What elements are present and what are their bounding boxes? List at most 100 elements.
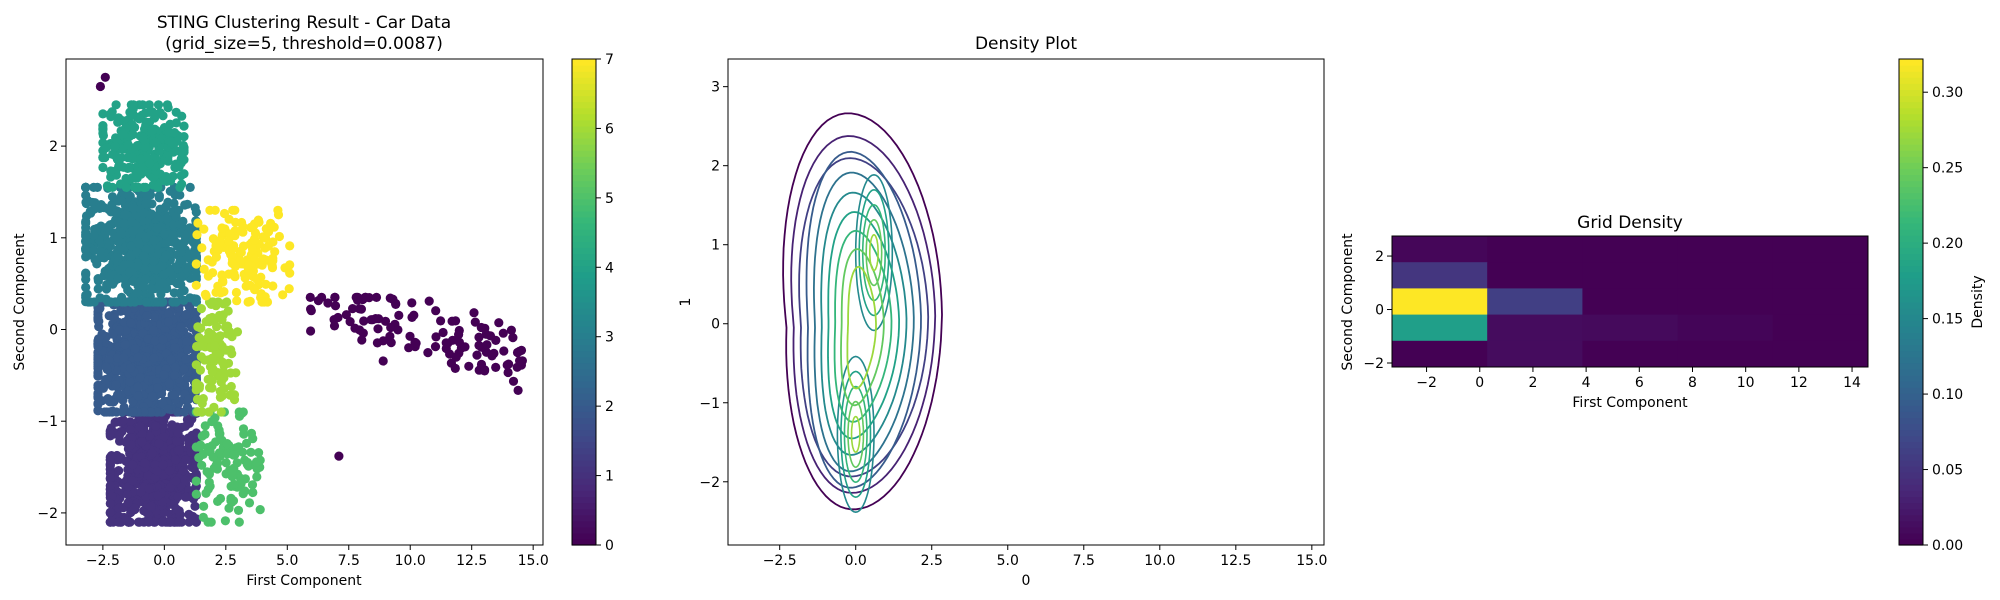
- scatter-point: [89, 230, 99, 240]
- scatter-point: [160, 202, 171, 212]
- scatter-colorbar-gradient-band: [572, 405, 596, 412]
- scatter-point: [197, 460, 207, 470]
- grid-density-cell: [1487, 288, 1583, 316]
- scatter-point: [105, 271, 115, 281]
- grid-density-colorbar-gradient-band: [1899, 368, 1923, 376]
- density-x-tick-label: 7.5: [1073, 553, 1095, 569]
- grid-density-x-tick-label: 0: [1475, 375, 1484, 391]
- scatter-point: [133, 391, 143, 401]
- scatter-point: [123, 140, 133, 150]
- grid-density-colorbar-gradient-band: [1899, 350, 1923, 358]
- scatter-point: [173, 428, 183, 438]
- scatter-colorbar-tick-label: 2: [605, 399, 614, 415]
- scatter-point: [180, 475, 190, 485]
- scatter-point: [169, 128, 180, 138]
- scatter-point: [345, 317, 355, 327]
- scatter-point: [246, 222, 256, 233]
- grid-density-colorbar-gradient-band: [1899, 466, 1923, 473]
- scatter-x-tick-label: 15.0: [518, 553, 549, 569]
- scatter-point: [494, 318, 504, 328]
- scatter-point: [201, 488, 211, 498]
- scatter-point: [125, 377, 135, 387]
- scatter-colorbar-gradient-band: [572, 204, 596, 212]
- scatter-point: [170, 343, 180, 353]
- scatter-colorbar-gradient-band: [572, 277, 596, 285]
- scatter-colorbar-gradient-band: [572, 119, 596, 127]
- scatter-point: [341, 310, 351, 320]
- scatter-point: [357, 335, 367, 345]
- scatter-point: [251, 457, 261, 467]
- scatter-point: [93, 284, 103, 294]
- grid-density-cell: [1582, 288, 1679, 316]
- scatter-point: [378, 336, 388, 346]
- scatter-point: [164, 466, 175, 476]
- grid-density-colorbar-gradient-band: [1899, 223, 1923, 230]
- scatter-point: [470, 317, 480, 327]
- scatter-point: [121, 437, 131, 447]
- scatter-point: [190, 203, 200, 213]
- scatter-point: [191, 360, 201, 370]
- scatter-y-tick-label: 2: [49, 139, 58, 155]
- scatter-point: [150, 421, 161, 431]
- scatter-point: [152, 264, 162, 275]
- grid-density-colorbar-label: Density: [1970, 275, 1986, 328]
- scatter-point: [353, 292, 363, 302]
- scatter-point: [218, 277, 228, 287]
- scatter-point: [116, 161, 127, 171]
- scatter-plot-frame: [65, 58, 544, 546]
- scatter-point: [159, 370, 169, 380]
- scatter-point: [212, 464, 222, 474]
- scatter-point: [515, 356, 525, 366]
- grid-density-colorbar-gradient-band: [1899, 241, 1923, 248]
- scatter-point: [165, 517, 176, 527]
- scatter-point: [232, 296, 242, 306]
- grid-density-cell: [1677, 314, 1774, 342]
- scatter-point: [348, 304, 358, 314]
- scatter-point: [136, 154, 146, 164]
- scatter-point: [120, 297, 130, 307]
- grid-density-colorbar-gradient-band: [1899, 119, 1923, 127]
- scatter-point: [181, 492, 191, 502]
- scatter-point: [498, 328, 508, 338]
- grid-density-colorbar-gradient-band: [1899, 429, 1923, 437]
- grid-density-colorbar-tick-label: 0.10: [1932, 387, 1963, 403]
- scatter-point: [114, 430, 124, 440]
- scatter-point: [133, 382, 143, 392]
- scatter-point: [209, 402, 219, 412]
- scatter-point: [154, 438, 164, 449]
- scatter-point: [216, 407, 226, 417]
- scatter-point: [199, 501, 209, 511]
- grid-density-colorbar-gradient-band: [1899, 89, 1923, 97]
- scatter-point: [227, 497, 237, 507]
- scatter-point: [149, 353, 159, 363]
- scatter-point: [151, 137, 161, 148]
- grid-density-colorbar-tick-label: 0.05: [1932, 463, 1963, 479]
- scatter-point: [147, 391, 157, 402]
- scatter-point: [126, 241, 137, 251]
- scatter-point: [250, 285, 260, 295]
- scatter-point: [105, 452, 115, 462]
- scatter-x-tick-label: 12.5: [456, 553, 487, 569]
- scatter-colorbar-gradient-band: [572, 478, 596, 485]
- scatter-point: [146, 283, 156, 293]
- grid-density-cell: [1772, 262, 1869, 289]
- scatter-point: [133, 352, 143, 362]
- scatter-point: [158, 297, 168, 307]
- scatter-point: [193, 322, 203, 332]
- grid-density-cell: [1392, 288, 1488, 316]
- scatter-point: [210, 205, 220, 215]
- scatter-point: [502, 360, 512, 370]
- scatter-colorbar-gradient-band: [572, 192, 596, 200]
- scatter-point: [255, 505, 265, 515]
- scatter-point: [170, 370, 180, 380]
- scatter-point: [175, 190, 185, 200]
- scatter-colorbar-gradient-band: [572, 198, 596, 206]
- scatter-colorbar-gradient-band: [572, 496, 596, 504]
- scatter-point: [157, 517, 167, 527]
- scatter-colorbar-gradient-band: [572, 247, 596, 254]
- scatter-point: [450, 363, 460, 373]
- scatter-colorbar-gradient-band: [572, 71, 596, 78]
- scatter-point: [158, 460, 168, 470]
- scatter-point: [127, 476, 138, 486]
